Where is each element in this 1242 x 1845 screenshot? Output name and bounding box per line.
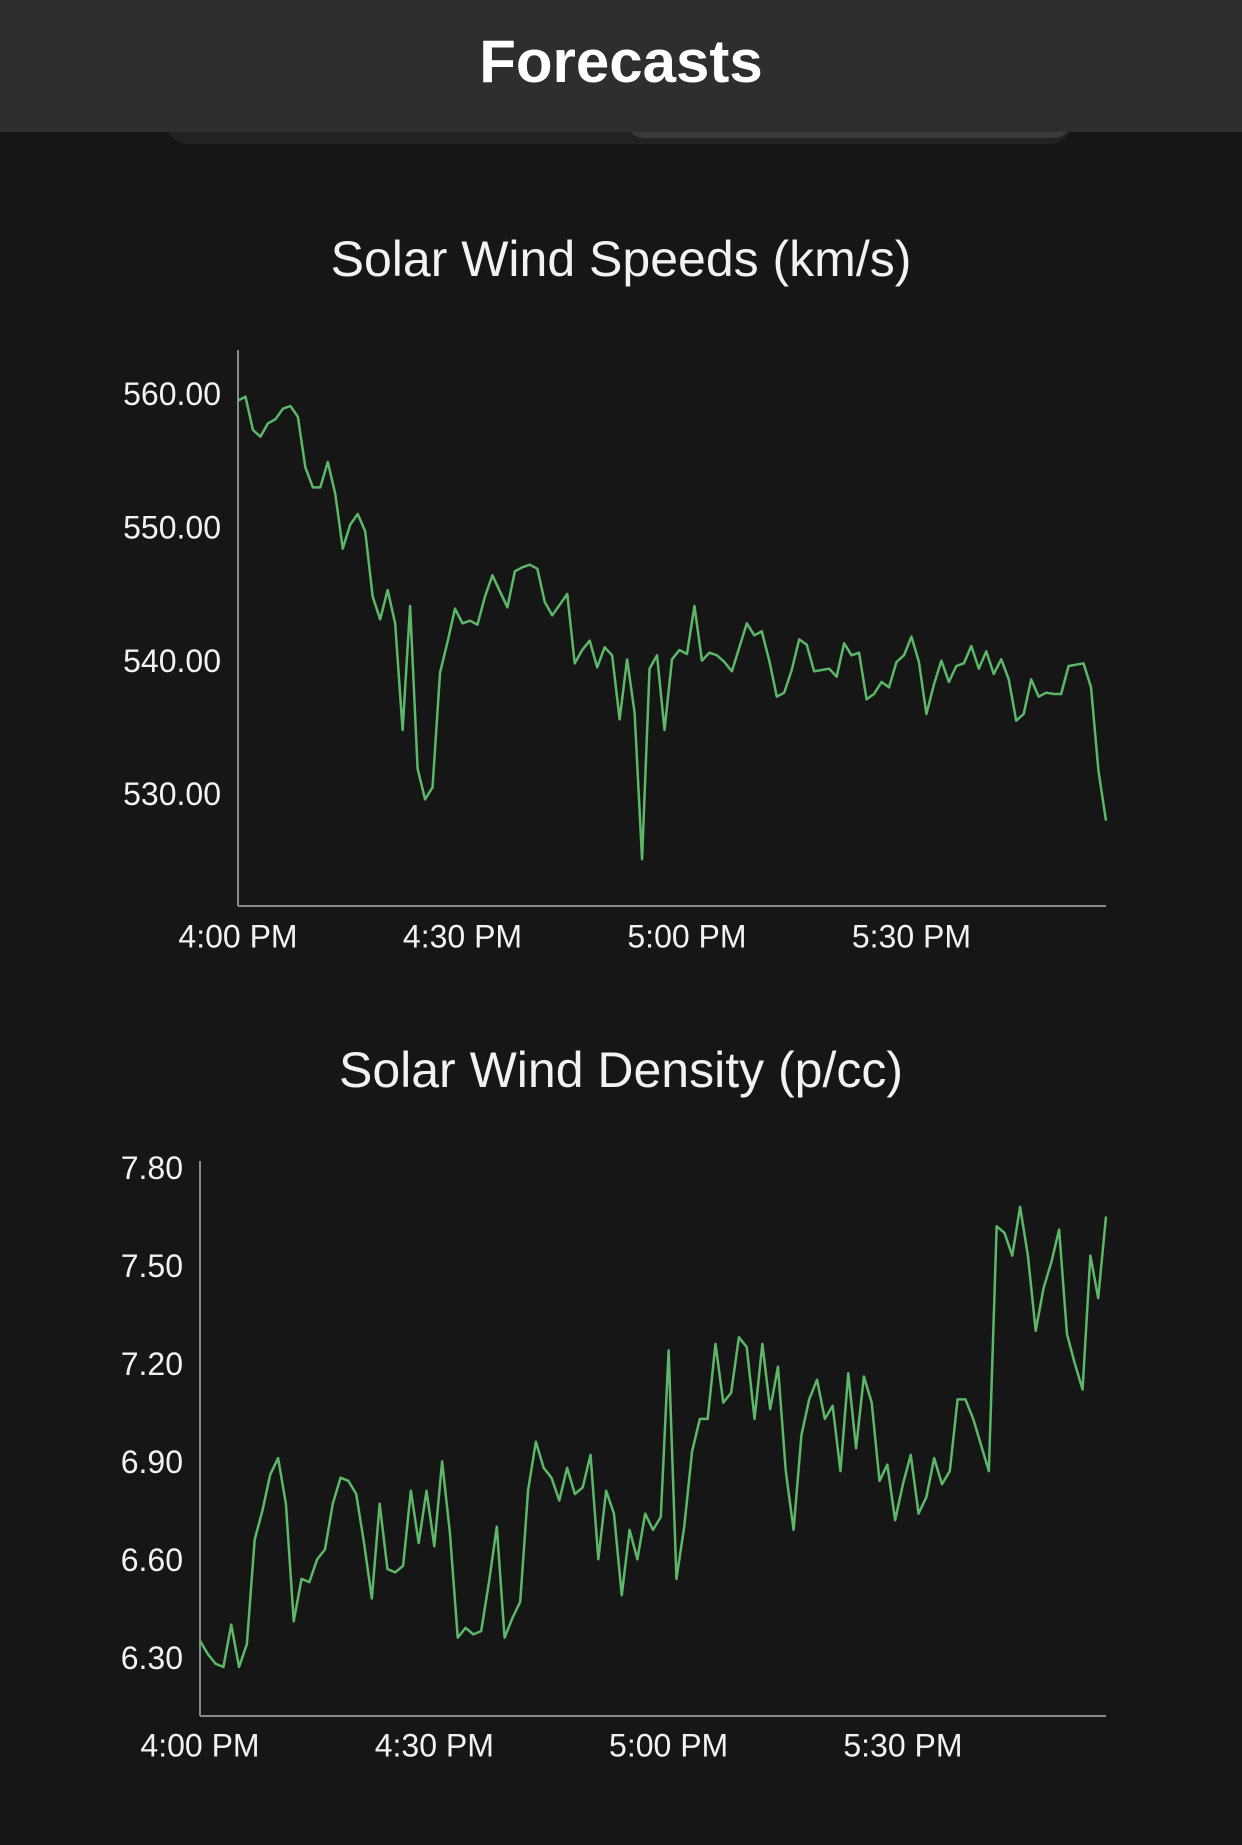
- page-title: Forecasts: [479, 28, 763, 95]
- y-tick-label: 6.90: [121, 1444, 183, 1480]
- x-tick-label: 4:00 PM: [178, 918, 297, 954]
- nav-header: Forecasts: [0, 0, 1242, 132]
- y-tick-label: 560.00: [123, 376, 221, 412]
- y-tick-label: 540.00: [123, 643, 221, 679]
- chart-title: Solar Wind Speeds (km/s): [331, 231, 912, 287]
- y-tick-label: 6.60: [121, 1542, 183, 1578]
- y-tick-label: 550.00: [123, 509, 221, 545]
- data-line: [198, 1205, 1108, 1669]
- x-tick-label: 5:30 PM: [843, 1727, 962, 1763]
- y-tick-label: 6.30: [121, 1640, 183, 1676]
- x-tick-label: 5:30 PM: [852, 918, 971, 954]
- y-tick-label: 7.50: [121, 1248, 183, 1284]
- y-tick-label: 7.20: [121, 1346, 183, 1382]
- data-line: [237, 395, 1108, 861]
- x-tick-label: 4:30 PM: [375, 1727, 494, 1763]
- x-tick-label: 5:00 PM: [609, 1727, 728, 1763]
- x-tick-label: 4:30 PM: [403, 918, 522, 954]
- y-tick-label: 7.80: [121, 1150, 183, 1186]
- x-tick-label: 5:00 PM: [627, 918, 746, 954]
- y-tick-label: 530.00: [123, 776, 221, 812]
- x-tick-label: 4:00 PM: [140, 1727, 259, 1763]
- chart-title: Solar Wind Density (p/cc): [339, 1042, 903, 1098]
